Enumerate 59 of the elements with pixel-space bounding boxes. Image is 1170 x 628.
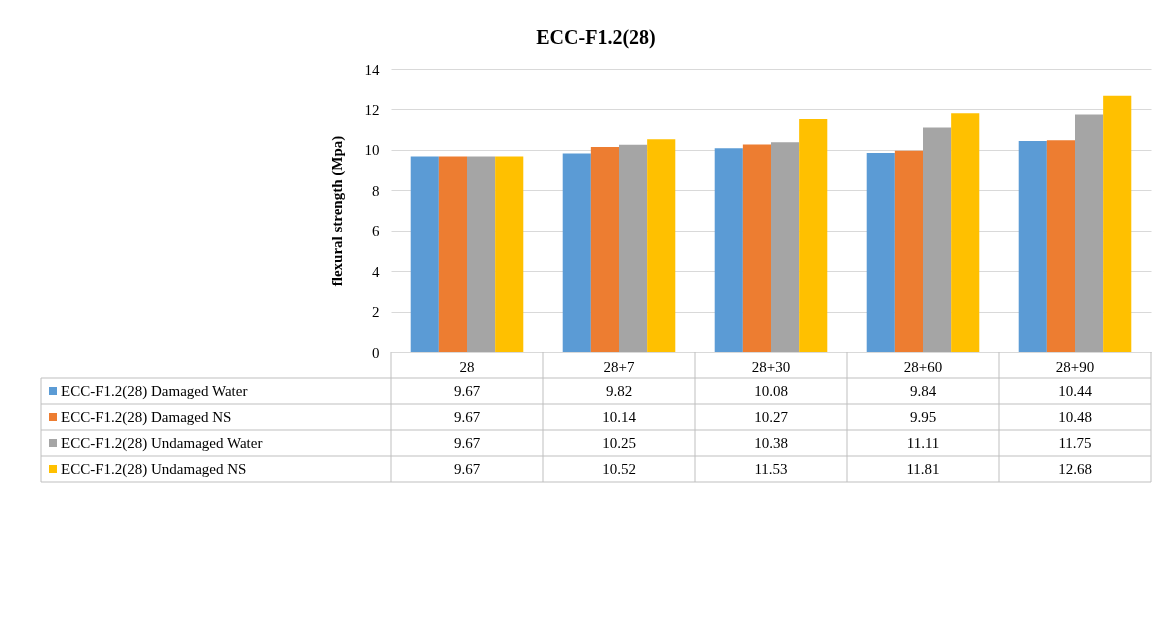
data-label: 9.67 <box>453 409 481 425</box>
bar <box>590 147 619 352</box>
bar <box>742 144 771 352</box>
data-label: 12.68 <box>1058 461 1092 477</box>
bar <box>1046 140 1075 352</box>
data-label: 10.25 <box>602 435 636 451</box>
data-label: 10.48 <box>1058 409 1092 425</box>
data-label: 11.11 <box>906 435 940 451</box>
bar <box>923 127 952 352</box>
bar <box>438 156 467 352</box>
data-label: 10.08 <box>754 383 788 399</box>
data-label: 9.67 <box>453 435 481 451</box>
legend-label: ECC-F1.2(28) Undamaged NS <box>61 461 247 478</box>
y-tick-label: 6 <box>372 223 380 240</box>
data-label: 11.75 <box>1058 435 1092 451</box>
data-label: 10.52 <box>602 461 636 477</box>
bar <box>866 153 895 352</box>
legend-label: ECC-F1.2(28) Damaged NS <box>61 409 232 426</box>
y-tick-label: 4 <box>372 263 380 280</box>
y-tick-label: 12 <box>364 101 380 118</box>
y-tick-label: 10 <box>364 142 380 159</box>
y-tick-label: 8 <box>372 182 380 199</box>
data-label: 10.38 <box>754 435 788 451</box>
data-label: 10.14 <box>602 409 637 425</box>
legend-label: ECC-F1.2(28) Undamaged Water <box>61 435 263 452</box>
x-tick-label: 28+60 <box>903 358 943 375</box>
y-axis-title: flexural strength (Mpa) <box>328 135 346 287</box>
bar <box>619 144 648 352</box>
y-tick-label: 0 <box>372 344 380 361</box>
data-label: 11.81 <box>906 461 940 477</box>
data-label: 11.53 <box>754 461 788 477</box>
legend-label: ECC-F1.2(28) Damaged Water <box>61 383 248 400</box>
bar <box>1018 140 1047 352</box>
data-label: 10.27 <box>754 409 789 425</box>
x-tick-label: 28 <box>459 358 475 375</box>
bar <box>951 113 980 352</box>
bar <box>562 153 591 352</box>
bar <box>894 150 923 352</box>
data-label: 9.67 <box>453 461 481 477</box>
data-label: 10.44 <box>1058 383 1093 399</box>
data-label: 9.95 <box>909 409 937 425</box>
y-tick-label: 2 <box>372 304 380 321</box>
data-label: 9.67 <box>453 383 481 399</box>
bar <box>771 142 800 352</box>
data-label: 9.82 <box>605 383 633 399</box>
data-label: 9.84 <box>909 383 937 399</box>
bar <box>799 118 828 352</box>
bar <box>495 156 524 352</box>
chart-title: ECC-F1.2(28) <box>536 26 656 49</box>
bar <box>467 156 496 352</box>
y-tick-label: 14 <box>364 61 380 78</box>
x-tick-label: 28+90 <box>1055 358 1095 375</box>
bar <box>1075 114 1104 352</box>
bar <box>1103 95 1132 352</box>
x-tick-label: 28+7 <box>603 358 635 375</box>
bar <box>410 156 439 352</box>
x-tick-label: 28+30 <box>751 358 791 375</box>
bar <box>647 139 676 352</box>
bar <box>714 148 743 352</box>
